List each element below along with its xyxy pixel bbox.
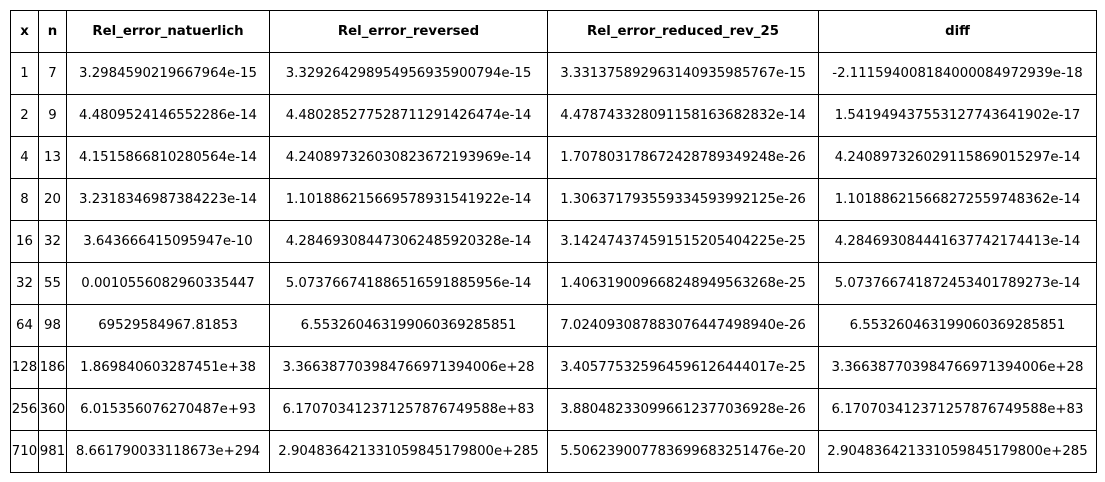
header-rel-error-natuerlich: Rel_error_natuerlich: [66, 10, 270, 53]
cell-rel-error-reversed: 2.904836421331059845179800e+285: [269, 430, 548, 473]
cell-diff: 6.553260463199060369285851: [818, 304, 1097, 347]
cell-n: 360: [38, 388, 67, 431]
cell-diff: 1.541949437553127743641902e-17: [818, 94, 1097, 137]
cell-x: 8: [10, 178, 39, 221]
cell-rel-error-reduced-rev-25: 4.478743328091158163682832e-14: [547, 94, 819, 137]
table-row: 1 7 3.2984590219667964e-15 3.32926429895495…: [10, 52, 1097, 95]
header-rel-error-reduced-rev-25: Rel_error_reduced_rev_25: [547, 10, 819, 53]
header-rel-error-reversed: Rel_error_reversed: [269, 10, 548, 53]
cell-rel-error-reversed: 3.329264298954956935900794e-15: [269, 52, 548, 95]
table-row: 710 981 8.661790033118673e+294 2.9048364213…: [10, 430, 1097, 473]
cell-rel-error-natuerlich: 3.2318346987384223e-14: [66, 178, 270, 221]
cell-x: 128: [10, 346, 39, 389]
cell-n: 32: [38, 220, 67, 263]
cell-rel-error-natuerlich: 1.869840603287451e+38: [66, 346, 270, 389]
results-table: x n Rel_error_natuerlich Rel_error_rever…: [10, 10, 1097, 473]
cell-rel-error-reduced-rev-25: 3.331375892963140935985767e-15: [547, 52, 819, 95]
cell-rel-error-reduced-rev-25: 1.406319009668248949563268e-25: [547, 262, 819, 305]
cell-rel-error-reduced-rev-25: 7.024093087883076447498940e-26: [547, 304, 819, 347]
cell-rel-error-reduced-rev-25: 3.880482330996612377036928e-26: [547, 388, 819, 431]
header-row: x n Rel_error_natuerlich Rel_error_rever…: [10, 10, 1097, 53]
cell-rel-error-reduced-rev-25: 3.142474374591515205404225e-25: [547, 220, 819, 263]
cell-rel-error-natuerlich: 6.015356076270487e+93: [66, 388, 270, 431]
cell-diff: 4.284693084441637742174413e-14: [818, 220, 1097, 263]
cell-diff: 5.073766741872453401789273e-14: [818, 262, 1097, 305]
cell-diff: -2.111594008184000084972939e-18: [818, 52, 1097, 95]
cell-diff: 4.240897326029115869015297e-14: [818, 136, 1097, 179]
cell-x: 64: [10, 304, 39, 347]
table-row: 2 9 4.4809524146552286e-14 4.48028527752871…: [10, 94, 1097, 137]
header-n: n: [38, 10, 67, 53]
cell-rel-error-reversed: 4.480285277528711291426474e-14: [269, 94, 548, 137]
table-row: 256 360 6.015356076270487e+93 6.17070341237…: [10, 388, 1097, 431]
cell-rel-error-natuerlich: 4.1515866810280564e-14: [66, 136, 270, 179]
cell-rel-error-reversed: 4.240897326030823672193969e-14: [269, 136, 548, 179]
table-row: 8 20 3.2318346987384223e-14 1.1018862156695…: [10, 178, 1097, 221]
cell-x: 4: [10, 136, 39, 179]
cell-x: 710: [10, 430, 39, 473]
cell-rel-error-reversed: 5.073766741886516591885956e-14: [269, 262, 548, 305]
cell-x: 32: [10, 262, 39, 305]
cell-diff: 1.101886215668272559748362e-14: [818, 178, 1097, 221]
cell-diff: 2.904836421331059845179800e+285: [818, 430, 1097, 473]
cell-rel-error-reduced-rev-25: 1.306371793559334593992125e-26: [547, 178, 819, 221]
cell-rel-error-natuerlich: 3.2984590219667964e-15: [66, 52, 270, 95]
cell-n: 13: [38, 136, 67, 179]
cell-n: 55: [38, 262, 67, 305]
cell-n: 9: [38, 94, 67, 137]
table-row: 4 13 4.1515866810280564e-14 4.2408973260308…: [10, 136, 1097, 179]
cell-diff: 6.170703412371257876749588e+83: [818, 388, 1097, 431]
cell-diff: 3.366387703984766971394006e+28: [818, 346, 1097, 389]
cell-rel-error-natuerlich: 8.661790033118673e+294: [66, 430, 270, 473]
table-body: 1 7 3.2984590219667964e-15 3.32926429895495…: [10, 52, 1097, 473]
table-row: 32 55 0.0010556082960335447 5.0737667418865…: [10, 262, 1097, 305]
cell-rel-error-natuerlich: 4.4809524146552286e-14: [66, 94, 270, 137]
cell-n: 186: [38, 346, 67, 389]
cell-rel-error-reversed: 3.366387703984766971394006e+28: [269, 346, 548, 389]
cell-rel-error-reduced-rev-25: 5.506239007783699683251476e-20: [547, 430, 819, 473]
cell-rel-error-natuerlich: 0.0010556082960335447: [66, 262, 270, 305]
cell-rel-error-reversed: 4.284693084473062485920328e-14: [269, 220, 548, 263]
cell-rel-error-reversed: 1.101886215669578931541922e-14: [269, 178, 548, 221]
table-row: 128 186 1.869840603287451e+38 3.36638770398…: [10, 346, 1097, 389]
cell-n: 20: [38, 178, 67, 221]
cell-rel-error-reversed: 6.170703412371257876749588e+83: [269, 388, 548, 431]
header-diff: diff: [818, 10, 1097, 53]
table-row: 16 32 3.643666415095947e-10 4.2846930844730…: [10, 220, 1097, 263]
cell-n: 981: [38, 430, 67, 473]
cell-rel-error-natuerlich: 69529584967.81853: [66, 304, 270, 347]
cell-x: 2: [10, 94, 39, 137]
cell-x: 16: [10, 220, 39, 263]
cell-rel-error-natuerlich: 3.643666415095947e-10: [66, 220, 270, 263]
cell-x: 1: [10, 52, 39, 95]
cell-rel-error-reduced-rev-25: 3.405775325964596126444017e-25: [547, 346, 819, 389]
cell-n: 98: [38, 304, 67, 347]
table-header: x n Rel_error_natuerlich Rel_error_rever…: [10, 10, 1097, 53]
table-row: 64 98 69529584967.81853 6.55326046319906036…: [10, 304, 1097, 347]
cell-rel-error-reversed: 6.553260463199060369285851: [269, 304, 548, 347]
cell-rel-error-reduced-rev-25: 1.707803178672428789349248e-26: [547, 136, 819, 179]
cell-x: 256: [10, 388, 39, 431]
header-x: x: [10, 10, 39, 53]
cell-n: 7: [38, 52, 67, 95]
